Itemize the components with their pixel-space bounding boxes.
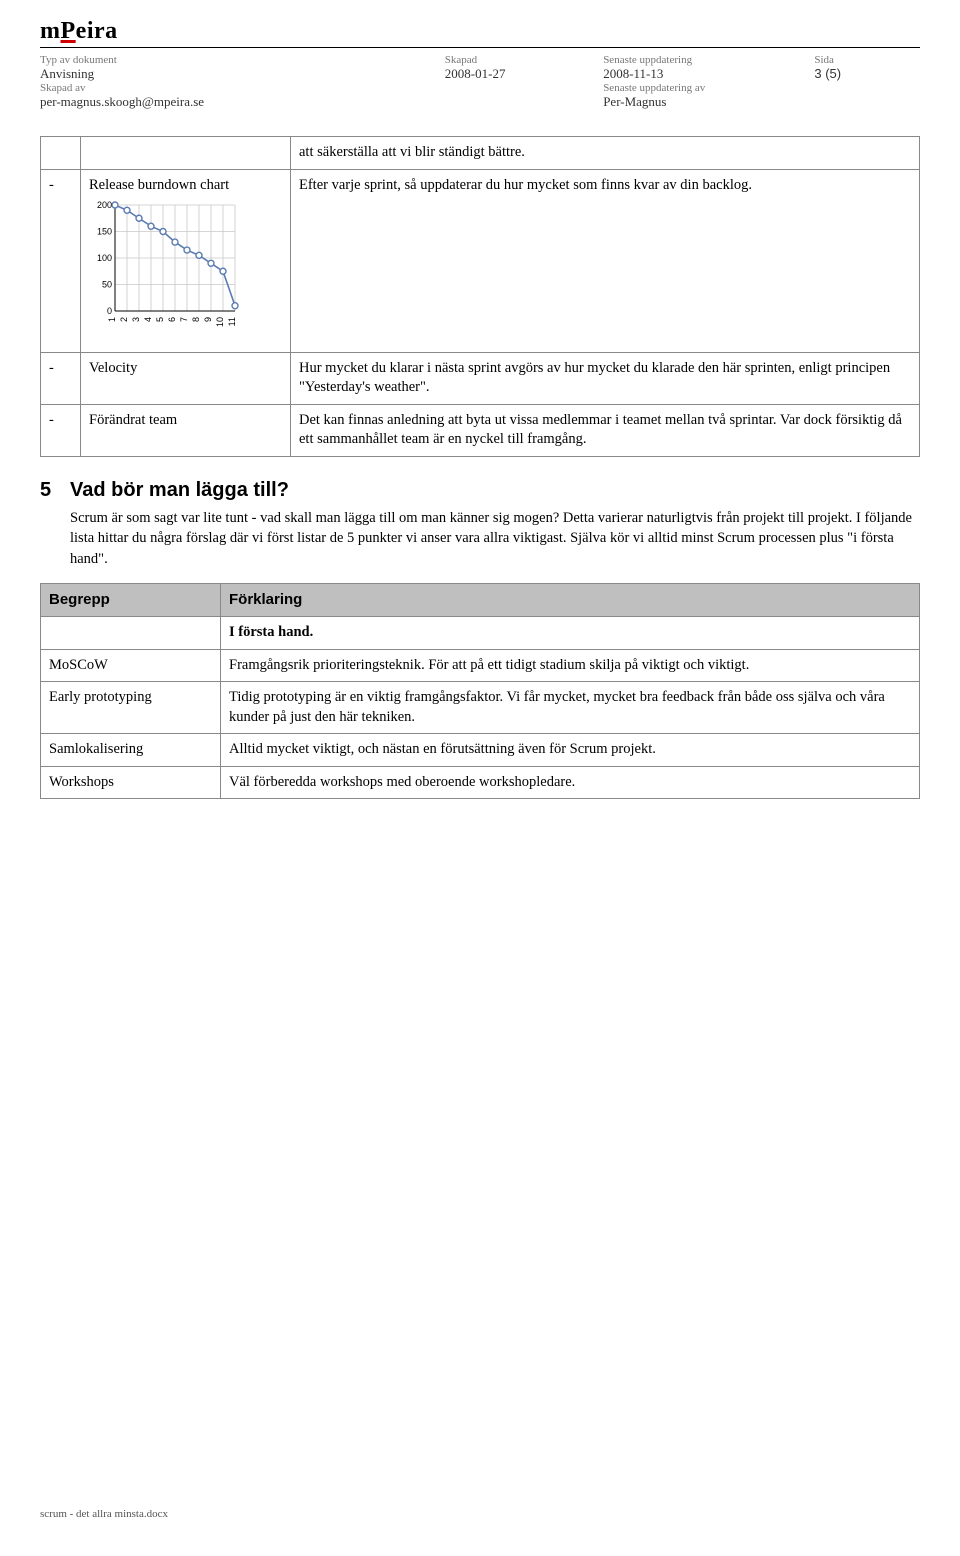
svg-text:10: 10 <box>215 317 225 327</box>
svg-text:11: 11 <box>227 317 237 326</box>
row-desc: Alltid mycket viktigt, och nästan en för… <box>221 734 920 767</box>
meta-updated-label: Senaste uppdatering <box>603 54 808 66</box>
row-marker: - <box>41 404 81 456</box>
header-rule <box>40 47 920 48</box>
meta-updatedby-label: Senaste uppdatering av <box>603 82 808 94</box>
table-row: - Release burndown chart 0 50 100 150 200 123… <box>41 169 920 352</box>
concepts-table-1: att säkerställa att vi blir ständigt bät… <box>40 136 920 457</box>
row-term <box>41 617 221 650</box>
meta-updated-value: 2008-11-13 <box>603 66 808 82</box>
th-forklaring: Förklaring <box>221 583 920 616</box>
burndown-chart-svg: 0 50 100 150 200 1234567891011 <box>89 199 239 339</box>
table-row: MoSCoW Framgångsrik prioriteringsteknik.… <box>41 649 920 682</box>
row-term: MoSCoW <box>41 649 221 682</box>
logo-part1: m <box>40 18 61 44</box>
logo-part2: P <box>61 18 76 44</box>
svg-text:200: 200 <box>97 200 112 210</box>
row-desc: I första hand. <box>221 617 920 650</box>
row-desc-bold: I första hand. <box>229 624 313 640</box>
meta-page-label: Sida <box>814 54 914 66</box>
row-desc: Tidig prototyping är en viktig framgångs… <box>221 682 920 734</box>
section-body: Scrum är som sagt var lite tunt - vad sk… <box>70 508 920 569</box>
burndown-chart: 0 50 100 150 200 1234567891011 <box>89 199 282 346</box>
section-title: Vad bör man lägga till? <box>70 479 289 501</box>
svg-text:9: 9 <box>203 317 213 322</box>
meta-createdby-label: Skapad av <box>40 82 439 94</box>
row-term: Velocity <box>81 352 291 404</box>
meta-doctype-label: Typ av dokument <box>40 54 439 66</box>
table-header-row: Begrepp Förklaring <box>41 583 920 616</box>
footer-filename: scrum - det allra minsta.docx <box>40 1508 168 1520</box>
meta-created-label: Skapad <box>445 54 597 66</box>
svg-text:1: 1 <box>107 317 117 322</box>
row-term-text: Release burndown chart <box>89 177 229 193</box>
table-row: Samlokalisering Alltid mycket viktigt, o… <box>41 734 920 767</box>
logo-part3: eira <box>76 18 118 44</box>
row-term: Förändrat team <box>81 404 291 456</box>
meta-created-value: 2008-01-27 <box>445 66 597 82</box>
row-desc: Det kan finnas anledning att byta ut vis… <box>291 404 920 456</box>
meta-doctype-value: Anvisning <box>40 66 439 82</box>
svg-text:4: 4 <box>143 317 153 322</box>
svg-text:3: 3 <box>131 317 141 322</box>
svg-text:8: 8 <box>191 317 201 322</box>
row-desc: Efter varje sprint, så uppdaterar du hur… <box>291 169 920 352</box>
concepts-table-2: Begrepp Förklaring I första hand. MoSCoW… <box>40 583 920 800</box>
meta-page-value: 3 (5) <box>814 66 914 81</box>
table-row: I första hand. <box>41 617 920 650</box>
meta-createdby-value: per-magnus.skoogh@mpeira.se <box>40 94 439 110</box>
row-term: Samlokalisering <box>41 734 221 767</box>
th-begrepp: Begrepp <box>41 583 221 616</box>
svg-text:150: 150 <box>97 227 112 237</box>
table-row: - Velocity Hur mycket du klarar i nästa … <box>41 352 920 404</box>
table-row: Workshops Väl förberedda workshops med o… <box>41 766 920 799</box>
svg-text:100: 100 <box>97 253 112 263</box>
section-heading: 5Vad bör man lägga till? <box>40 479 920 502</box>
row-term <box>81 137 291 170</box>
row-desc: Hur mycket du klarar i nästa sprint avgö… <box>291 352 920 404</box>
row-term: Early prototyping <box>41 682 221 734</box>
section-number: 5 <box>40 479 70 502</box>
meta-updatedby-value: Per-Magnus <box>603 94 808 110</box>
svg-text:6: 6 <box>167 317 177 322</box>
row-marker <box>41 137 81 170</box>
row-term: Release burndown chart 0 50 100 150 200 12345… <box>81 169 291 352</box>
table-row: - Förändrat team Det kan finnas anlednin… <box>41 404 920 456</box>
row-marker: - <box>41 352 81 404</box>
row-desc: Framgångsrik prioriteringsteknik. För at… <box>221 649 920 682</box>
svg-text:2: 2 <box>119 317 129 322</box>
table-row: att säkerställa att vi blir ständigt bät… <box>41 137 920 170</box>
svg-text:7: 7 <box>179 317 189 322</box>
document-meta: Typ av dokument Anvisning Skapad 2008-01… <box>40 54 920 110</box>
svg-text:0: 0 <box>107 306 112 316</box>
row-term: Workshops <box>41 766 221 799</box>
logo: mPeira <box>40 18 920 45</box>
table-row: Early prototyping Tidig prototyping är e… <box>41 682 920 734</box>
row-marker: - <box>41 169 81 352</box>
svg-text:5: 5 <box>155 317 165 322</box>
row-desc: Väl förberedda workshops med oberoende w… <box>221 766 920 799</box>
row-desc: att säkerställa att vi blir ständigt bät… <box>291 137 920 170</box>
svg-text:50: 50 <box>102 280 112 290</box>
